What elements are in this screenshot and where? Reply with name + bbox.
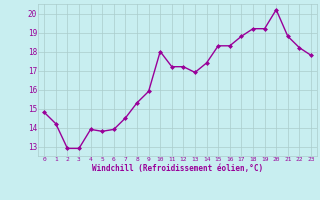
X-axis label: Windchill (Refroidissement éolien,°C): Windchill (Refroidissement éolien,°C): [92, 164, 263, 173]
